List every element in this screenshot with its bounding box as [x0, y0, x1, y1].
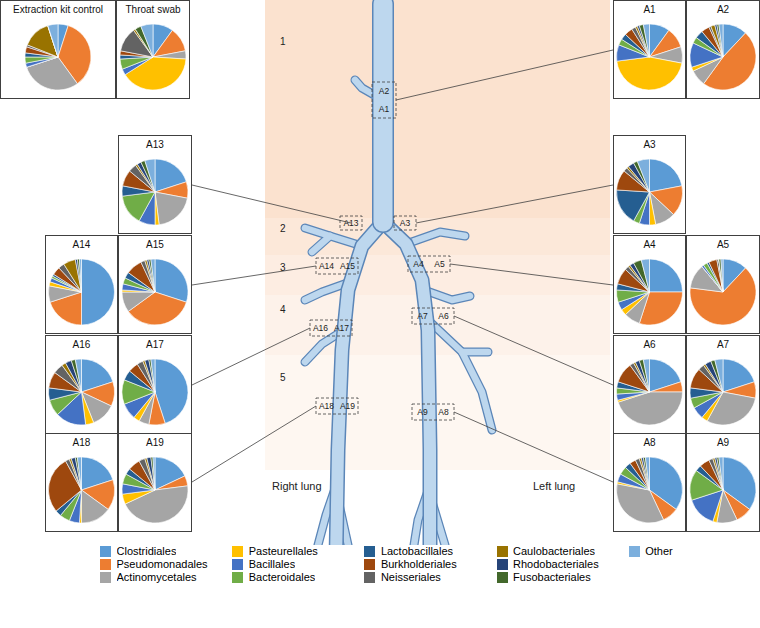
svg-text:Throat swab: Throat swab	[125, 4, 180, 15]
svg-text:A2: A2	[379, 86, 390, 96]
svg-text:A1: A1	[643, 4, 656, 15]
svg-text:A19: A19	[146, 437, 164, 448]
svg-text:A1: A1	[379, 104, 390, 114]
html-text:Pasteurellales: Pasteurellales	[248, 545, 318, 557]
svg-text:A3: A3	[643, 139, 656, 150]
svg-text:A14: A14	[319, 261, 334, 271]
html-text:Neisseriales: Neisseriales	[380, 571, 441, 583]
svg-text:1: 1	[280, 36, 286, 47]
svg-text:A9: A9	[417, 407, 428, 417]
svg-text:Right lung: Right lung	[272, 480, 322, 492]
svg-text:A8: A8	[643, 437, 656, 448]
svg-text:A16: A16	[313, 323, 328, 333]
svg-text:A8: A8	[438, 407, 449, 417]
svg-text:A15: A15	[340, 261, 355, 271]
svg-text:A13: A13	[343, 218, 358, 228]
html-text:Lactobacillales: Lactobacillales	[380, 545, 453, 557]
svg-text:3: 3	[280, 262, 286, 273]
html-text:Actinomycetales: Actinomycetales	[116, 571, 197, 583]
svg-text:A15: A15	[146, 239, 164, 250]
svg-text:A5: A5	[717, 239, 730, 250]
svg-text:5: 5	[280, 372, 286, 383]
svg-text:A4: A4	[643, 239, 656, 250]
svg-text:Left lung: Left lung	[533, 480, 575, 492]
svg-text:A18: A18	[73, 437, 91, 448]
html-text:Caulobacteriales: Caulobacteriales	[513, 545, 595, 557]
svg-text:A18: A18	[319, 401, 334, 411]
svg-text:A2: A2	[717, 4, 730, 15]
svg-text:A17: A17	[334, 323, 349, 333]
html-text:Rhodobacteriales: Rhodobacteriales	[513, 558, 599, 570]
html-text:Burkholderiales: Burkholderiales	[380, 558, 457, 570]
svg-text:A19: A19	[340, 401, 355, 411]
svg-text:A5: A5	[434, 259, 445, 269]
html-text:Bacteroidales: Bacteroidales	[248, 571, 316, 583]
svg-text:A9: A9	[717, 437, 730, 448]
svg-text:Extraction kit control: Extraction kit control	[13, 4, 103, 15]
html-text:Bacillales: Bacillales	[248, 558, 296, 570]
svg-text:A6: A6	[438, 311, 449, 321]
svg-text:A4: A4	[413, 259, 424, 269]
svg-text:A16: A16	[73, 339, 91, 350]
svg-text:A17: A17	[146, 339, 164, 350]
html-text:Other: Other	[645, 545, 673, 557]
html-text:Fusobacteriales: Fusobacteriales	[513, 571, 591, 583]
svg-text:4: 4	[280, 304, 286, 315]
html-text:Pseudomonadales: Pseudomonadales	[116, 558, 208, 570]
html-text:Clostridiales: Clostridiales	[116, 545, 177, 557]
svg-text:A7: A7	[717, 339, 730, 350]
svg-text:A14: A14	[73, 239, 91, 250]
svg-text:A7: A7	[417, 311, 428, 321]
svg-text:A13: A13	[146, 139, 164, 150]
svg-text:A3: A3	[400, 218, 411, 228]
svg-text:A6: A6	[643, 339, 656, 350]
svg-text:2: 2	[280, 223, 286, 234]
